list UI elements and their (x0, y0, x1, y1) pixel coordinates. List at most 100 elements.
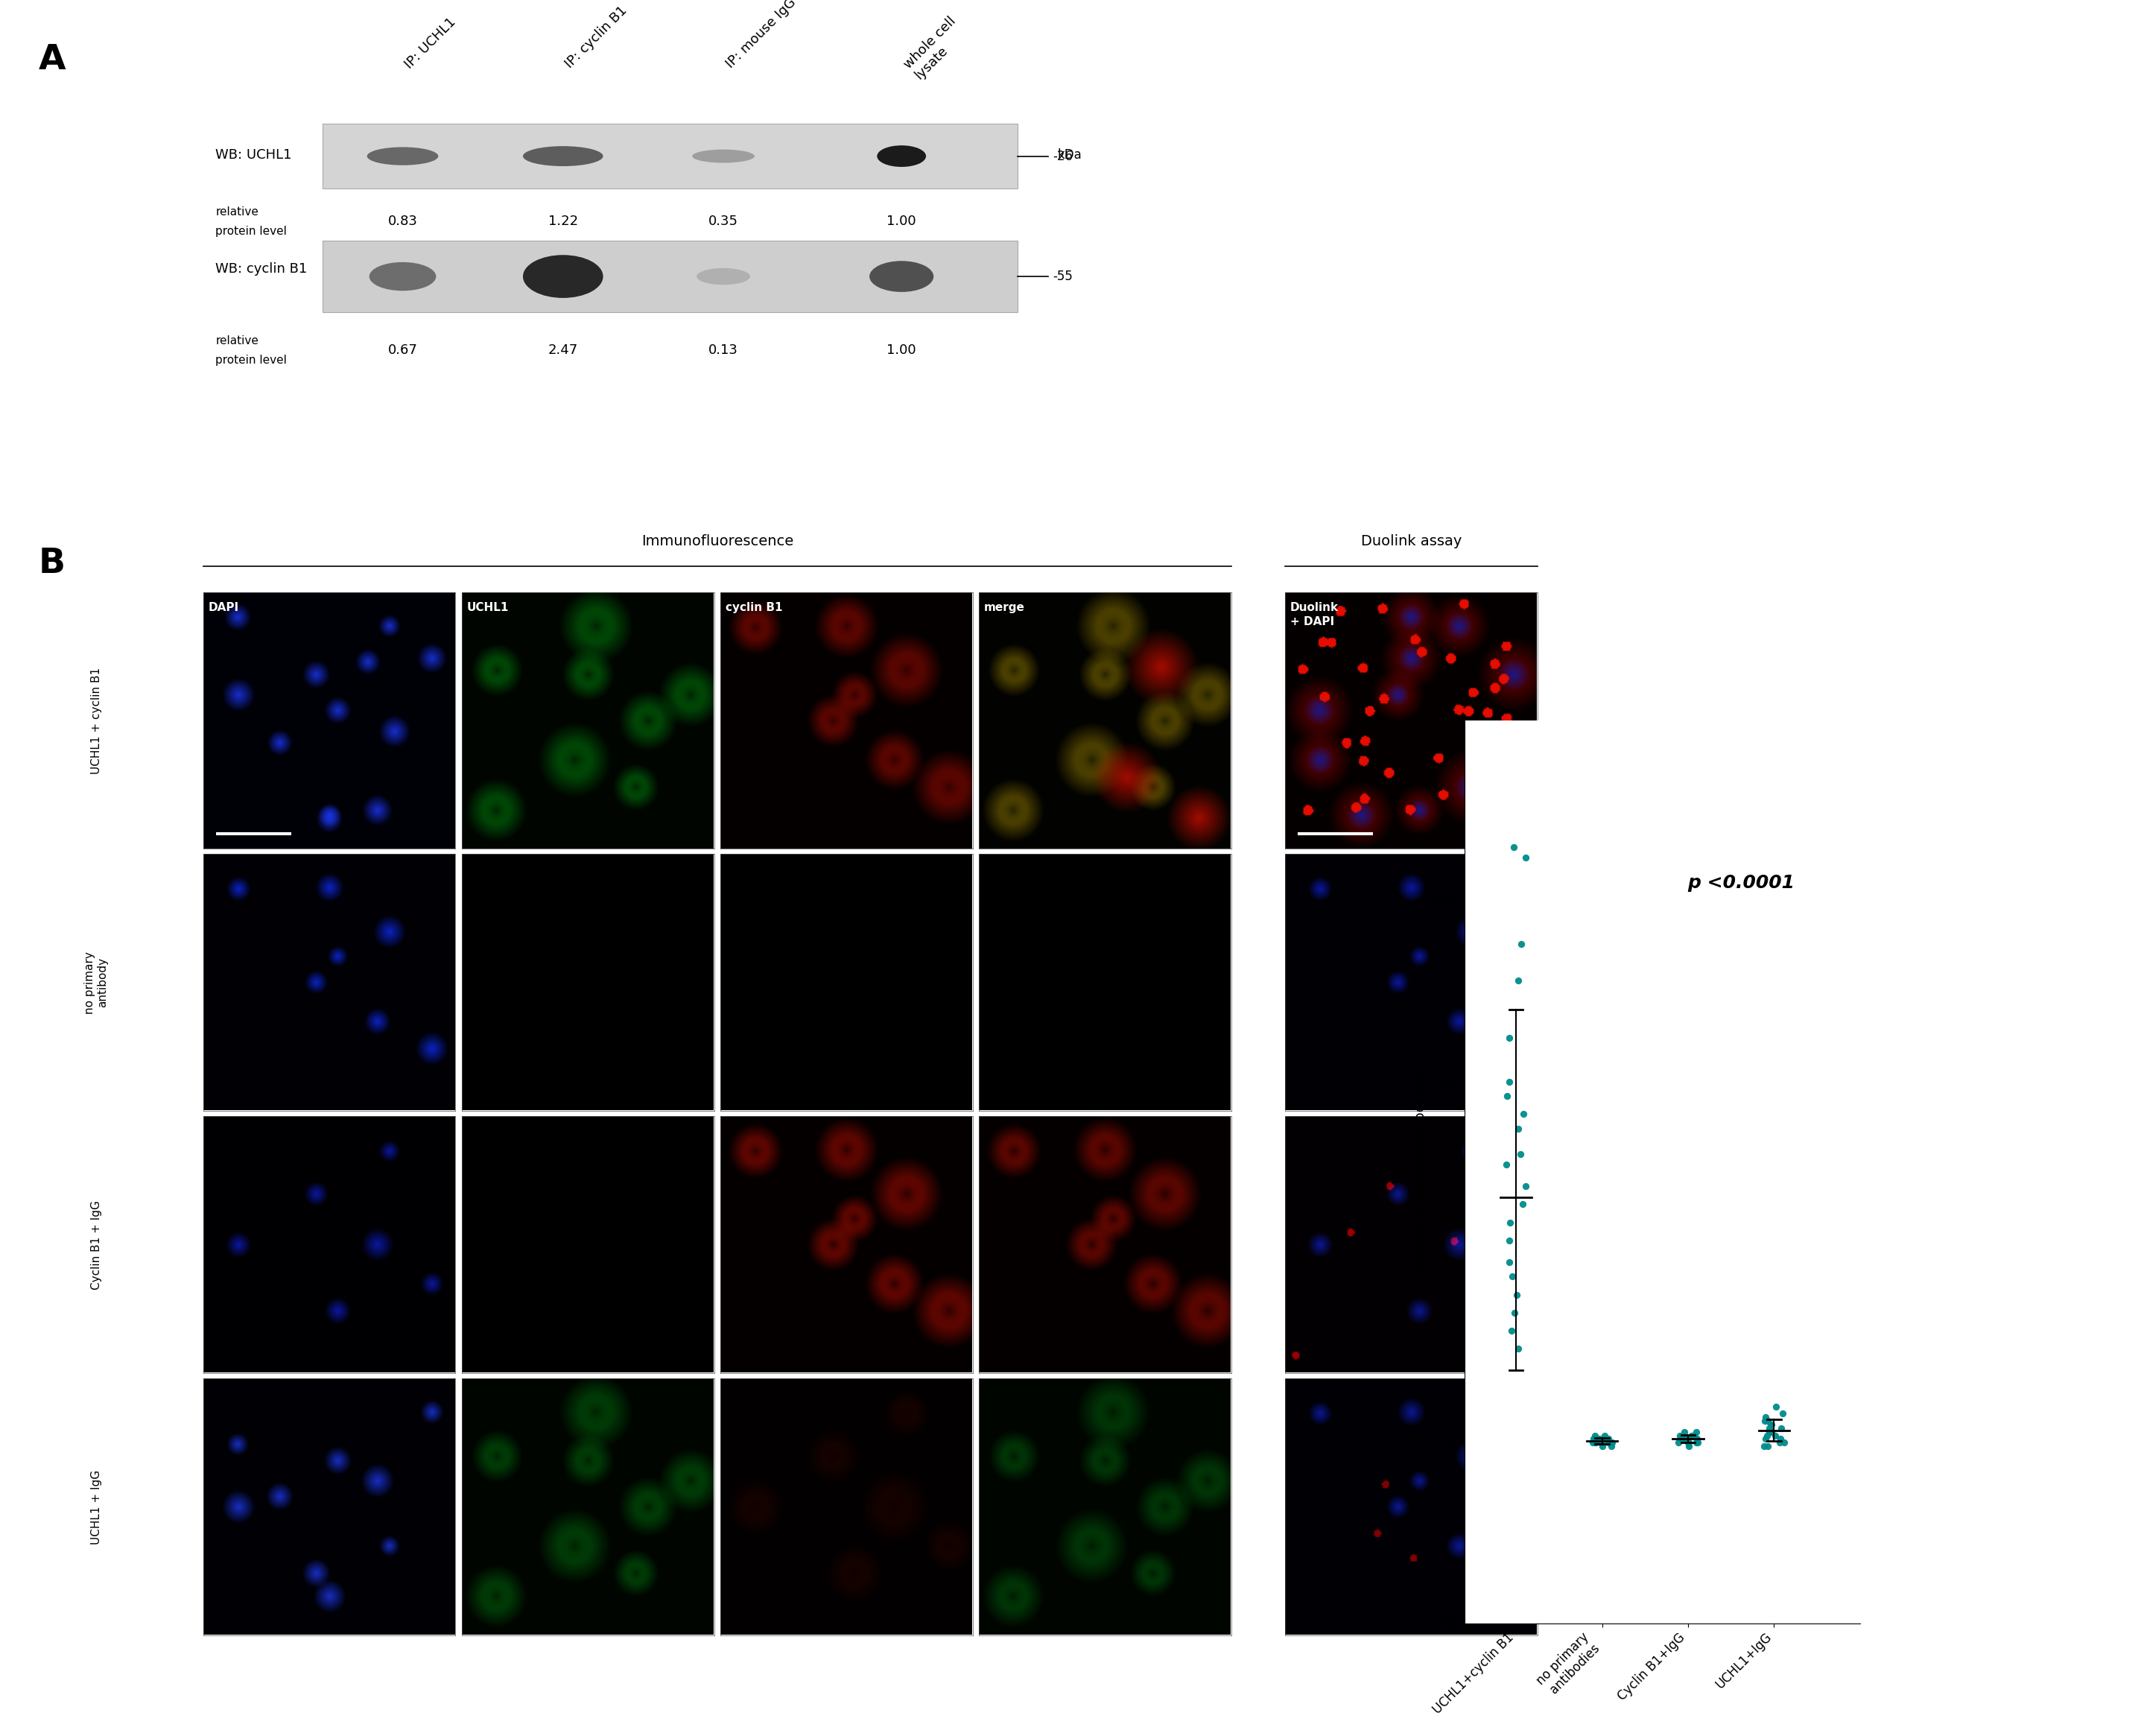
Point (1492, 1248, 1527, 1276)
Point (1582, 1425, 1616, 1453)
Text: -26: -26 (1052, 149, 1073, 163)
Text: 1.00: 1.00 (887, 215, 917, 227)
Point (1663, 1422, 1698, 1450)
Point (1503, 930, 1537, 958)
Point (1668, 1425, 1702, 1453)
Point (1749, 1425, 1783, 1453)
Ellipse shape (870, 260, 934, 292)
Point (1749, 1403, 1783, 1430)
Text: 1.22: 1.22 (547, 215, 577, 227)
Point (1578, 1422, 1612, 1450)
Text: 0.13: 0.13 (708, 344, 738, 358)
Point (1595, 1432, 1629, 1460)
Point (1674, 1422, 1708, 1450)
Text: whole cell
lysate: whole cell lysate (902, 14, 969, 82)
Text: UCHL1 + cyclin B1: UCHL1 + cyclin B1 (90, 667, 103, 774)
Text: relative: relative (216, 207, 259, 217)
Text: cyclin B1: cyclin B1 (725, 602, 783, 613)
Point (1501, 1335, 1535, 1363)
Point (1670, 1425, 1704, 1453)
Point (1666, 1425, 1700, 1453)
Point (1580, 1425, 1614, 1453)
Point (1766, 1429, 1800, 1457)
Point (1755, 1411, 1790, 1439)
Text: IP: mouse IgG: IP: mouse IgG (723, 0, 797, 71)
Point (1576, 1425, 1610, 1453)
Text: A: A (38, 43, 66, 76)
Point (1668, 1418, 1702, 1446)
Point (1680, 1425, 1715, 1453)
Text: IP: cyclin B1: IP: cyclin B1 (562, 3, 631, 71)
Y-axis label: Number of red signals per cell: Number of red signals per cell (1413, 1071, 1428, 1272)
Point (1505, 1191, 1539, 1219)
Text: 0.83: 0.83 (387, 215, 417, 227)
Point (1672, 1429, 1706, 1457)
Text: merge: merge (983, 602, 1024, 613)
Point (1492, 1068, 1527, 1095)
Text: 2.47: 2.47 (547, 344, 577, 358)
Text: kDa: kDa (1058, 148, 1082, 161)
Text: p <0.0001: p <0.0001 (1687, 873, 1796, 892)
Point (1678, 1418, 1713, 1446)
Point (1764, 1425, 1798, 1453)
Point (1760, 1392, 1794, 1420)
Point (1578, 1429, 1612, 1457)
Point (1661, 1429, 1695, 1457)
Point (1753, 1415, 1787, 1443)
Point (1492, 1227, 1527, 1255)
Ellipse shape (524, 146, 603, 167)
Point (1494, 1262, 1529, 1290)
Point (1497, 1299, 1531, 1326)
Point (1591, 1425, 1625, 1453)
Text: UCHL1 + IgG: UCHL1 + IgG (90, 1470, 103, 1543)
Point (1663, 1425, 1698, 1453)
Point (1672, 1429, 1706, 1457)
Text: 0.67: 0.67 (387, 344, 417, 358)
Ellipse shape (368, 148, 438, 165)
Point (1494, 1318, 1529, 1345)
Point (1672, 1432, 1706, 1460)
Point (1490, 1082, 1524, 1109)
Text: protein level: protein level (216, 354, 286, 366)
Point (1676, 1422, 1710, 1450)
Point (1762, 1429, 1796, 1457)
Text: Duolink
+ DAPI: Duolink + DAPI (1289, 602, 1338, 627)
Ellipse shape (524, 255, 603, 299)
Point (1595, 1429, 1629, 1457)
Text: Duolink assay: Duolink assay (1360, 535, 1462, 549)
Point (1753, 1411, 1787, 1439)
Point (1747, 1432, 1781, 1460)
Text: no primary
antibody: no primary antibody (83, 951, 109, 1014)
Point (1586, 1422, 1621, 1450)
Point (1509, 1172, 1544, 1200)
Point (1490, 1151, 1524, 1179)
Ellipse shape (877, 146, 926, 167)
Text: DAPI: DAPI (207, 602, 239, 613)
Text: UCHL1: UCHL1 (466, 602, 509, 613)
Point (1680, 1429, 1715, 1457)
Point (1586, 1425, 1621, 1453)
Point (1497, 833, 1531, 861)
Text: B: B (38, 547, 66, 580)
Text: WB: cyclin B1: WB: cyclin B1 (216, 262, 308, 276)
Point (1674, 1422, 1708, 1450)
Point (1591, 1429, 1625, 1457)
Point (1680, 1429, 1715, 1457)
Text: Immunofluorescence: Immunofluorescence (641, 535, 793, 549)
Ellipse shape (370, 262, 436, 292)
Point (1507, 1101, 1541, 1128)
Text: WB: UCHL1: WB: UCHL1 (216, 148, 293, 161)
Point (1749, 1422, 1783, 1450)
Text: protein level: protein level (216, 226, 286, 236)
Text: -55: -55 (1052, 269, 1073, 283)
Text: relative: relative (216, 335, 259, 347)
Point (1764, 1415, 1798, 1443)
Point (1753, 1418, 1787, 1446)
Point (1584, 1429, 1618, 1457)
FancyBboxPatch shape (323, 123, 1018, 187)
Point (1751, 1408, 1785, 1436)
Ellipse shape (697, 267, 750, 285)
Point (1499, 1281, 1533, 1309)
Point (1751, 1432, 1785, 1460)
Point (1584, 1432, 1618, 1460)
